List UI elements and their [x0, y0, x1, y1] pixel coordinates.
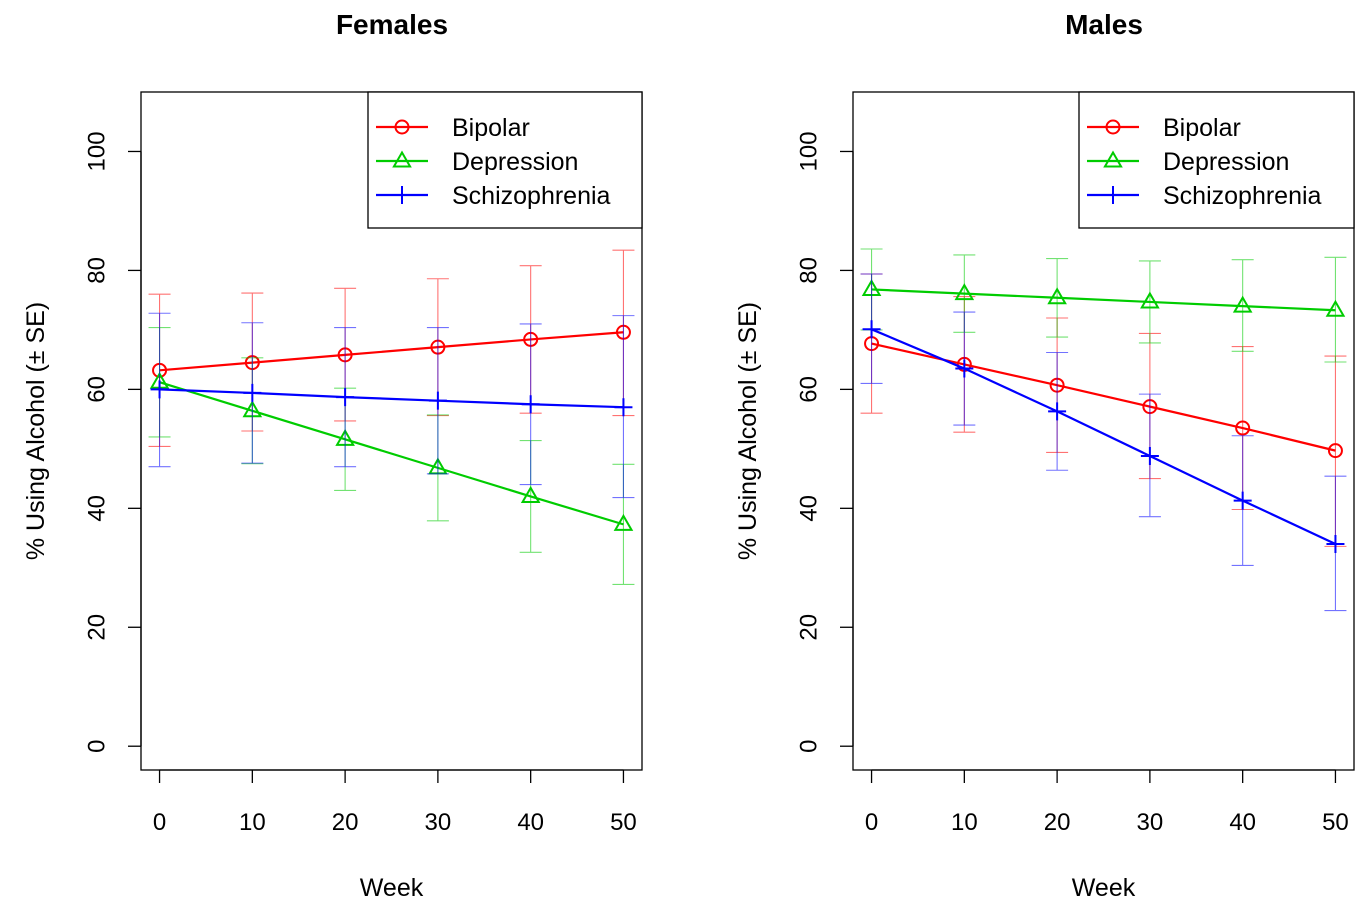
y-tick-label: 40 — [796, 495, 823, 522]
legend-label: Bipolar — [1163, 114, 1241, 142]
x-tick-label: 40 — [1229, 809, 1256, 836]
data-point — [613, 513, 634, 531]
legend-marker — [394, 119, 410, 135]
chart-title: Females — [336, 9, 448, 40]
series-schizophrenia — [860, 273, 1347, 612]
legend-marker — [392, 150, 412, 168]
data-point — [1325, 299, 1346, 317]
x-tick-label: 30 — [425, 809, 452, 836]
legend-label: Depression — [452, 148, 578, 176]
y-tick-label: 20 — [796, 614, 823, 641]
x-tick-label: 50 — [1322, 809, 1349, 836]
legend-marker — [1105, 119, 1121, 135]
legend-marker — [1103, 150, 1123, 168]
data-point — [520, 485, 541, 503]
data-point — [1235, 420, 1251, 436]
series-line — [871, 288, 1336, 312]
legend-label: Schizophrenia — [1163, 182, 1322, 210]
legend: Bipolar Depression Schizophrenia — [367, 91, 643, 229]
data-point — [243, 383, 262, 402]
data-point — [954, 283, 975, 301]
data-point — [1140, 446, 1159, 465]
legend-entry: Depression — [1087, 148, 1289, 176]
series-line — [871, 328, 1336, 545]
y-tick-label: 80 — [796, 257, 823, 284]
series-line — [159, 331, 624, 372]
data-point — [614, 398, 633, 417]
series-line — [159, 381, 624, 526]
y-axis-label: % Using Alcohol (± SE) — [734, 302, 762, 560]
y-tick-label: 60 — [796, 376, 823, 403]
x-axis-label: Week — [1072, 874, 1136, 902]
data-point — [955, 359, 974, 378]
data-point — [1047, 287, 1067, 305]
x-tick-label: 20 — [1044, 809, 1071, 836]
legend-entry: Bipolar — [1087, 114, 1241, 142]
y-tick-label: 60 — [84, 376, 111, 403]
legend-marker — [393, 186, 411, 204]
series-bipolar — [148, 249, 635, 448]
y-axis-label: % Using Alcohol (± SE) — [22, 302, 50, 560]
data-point — [1233, 491, 1252, 510]
x-tick-label: 20 — [332, 809, 359, 836]
series-schizophrenia — [148, 312, 635, 499]
y-tick-label: 80 — [84, 257, 111, 284]
x-axis-label: Week — [360, 874, 424, 902]
x-axis: 0 10 20 30 40 50 — [865, 769, 1349, 836]
x-tick-label: 10 — [951, 809, 978, 836]
legend-label: Schizophrenia — [452, 182, 611, 210]
series-bipolar — [860, 273, 1347, 547]
series-depression — [860, 248, 1347, 363]
x-tick-label: 40 — [517, 809, 544, 836]
legend-label: Depression — [1163, 148, 1289, 176]
legend: Bipolar Depression Schizophrenia — [1078, 91, 1355, 229]
x-tick-label: 50 — [610, 809, 637, 836]
data-point — [428, 391, 447, 410]
legend-entry: Schizophrenia — [376, 182, 611, 210]
x-tick-label: 0 — [153, 809, 166, 836]
data-point — [336, 388, 355, 407]
chart-title: Males — [1065, 9, 1143, 40]
x-axis: 0 10 20 30 40 50 — [153, 769, 637, 836]
data-point — [1326, 535, 1345, 553]
y-axis: 0 20 40 60 80 100 — [84, 131, 142, 753]
x-tick-label: 0 — [865, 809, 878, 836]
panel-1: Males 0 10 20 30 40 50 Week 0 20 40 60 80 100 % Using … — [734, 9, 1355, 902]
panel-0: Females 0 10 20 30 40 50 Week 0 20 40 60 80 100 % Usin… — [22, 9, 643, 902]
x-tick-label: 10 — [239, 809, 266, 836]
legend-marker — [1104, 186, 1122, 204]
data-point — [1048, 402, 1067, 421]
y-tick-label: 20 — [84, 614, 111, 641]
legend-label: Bipolar — [452, 114, 530, 142]
data-point — [521, 395, 540, 414]
y-axis: 0 20 40 60 80 100 — [796, 131, 854, 753]
series-line — [159, 388, 624, 409]
y-tick-label: 100 — [796, 131, 823, 171]
x-tick-label: 30 — [1137, 809, 1164, 836]
y-tick-label: 0 — [84, 740, 111, 753]
data-point — [150, 380, 169, 399]
y-tick-label: 100 — [84, 131, 111, 171]
data-point — [1327, 443, 1343, 459]
legend-entry: Bipolar — [376, 114, 530, 142]
data-point — [862, 320, 881, 339]
legend-entry: Schizophrenia — [1087, 182, 1322, 210]
y-tick-label: 0 — [796, 740, 823, 753]
legend-entry: Depression — [376, 148, 578, 176]
data-point — [1232, 295, 1253, 313]
y-tick-label: 40 — [84, 495, 111, 522]
data-point — [1140, 291, 1160, 309]
